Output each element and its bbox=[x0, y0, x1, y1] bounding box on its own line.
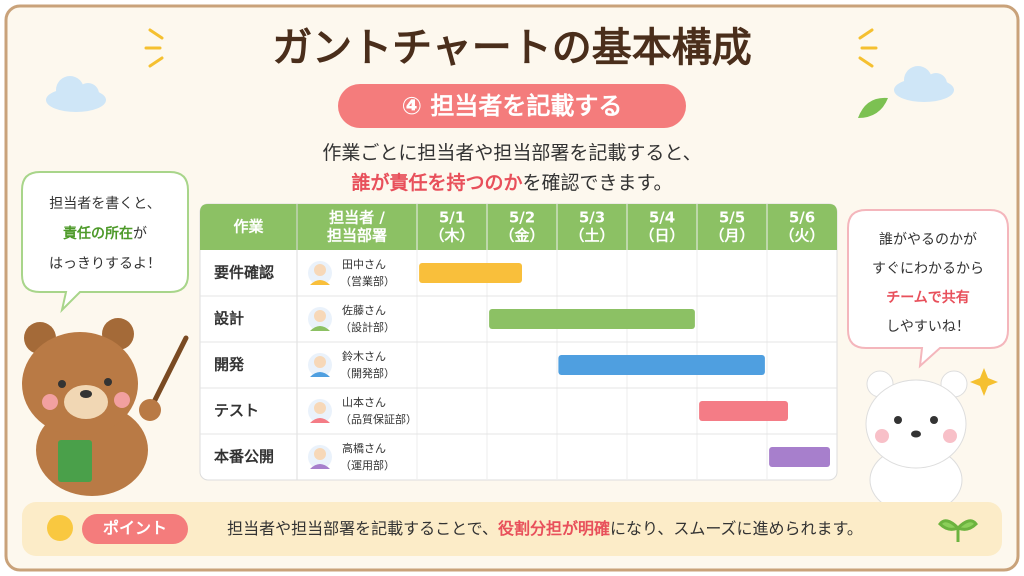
header-label: 5/6 bbox=[789, 209, 815, 227]
text-segment: が bbox=[133, 226, 147, 242]
highlight: 責任の所在 bbox=[63, 225, 133, 242]
text-segment: はっきりするよ！ bbox=[49, 256, 161, 272]
department: （品質保証部） bbox=[340, 412, 417, 426]
icon-body bbox=[310, 280, 330, 285]
highlight: 誰が責任を持つのか bbox=[351, 171, 522, 194]
left-bubble bbox=[21, 171, 189, 314]
subtitle: ④ 担当者を記載する bbox=[402, 92, 623, 120]
clouds bbox=[46, 66, 954, 112]
icon-body bbox=[310, 372, 330, 377]
text-segment: 誰がやるのかが bbox=[879, 232, 977, 248]
icon-body bbox=[310, 418, 330, 423]
bulb-icon bbox=[47, 515, 73, 541]
text-line: はっきりするよ！ bbox=[49, 256, 161, 272]
header-label: （火） bbox=[779, 227, 824, 245]
text-line: 誰が責任を持つのかを確認できます。 bbox=[351, 171, 672, 194]
icon-head bbox=[314, 402, 326, 414]
header-label: 5/4 bbox=[649, 209, 675, 227]
header-label: 5/3 bbox=[579, 209, 605, 227]
leaf-icon bbox=[858, 97, 888, 118]
person-icon bbox=[308, 353, 332, 377]
icon-body bbox=[310, 326, 330, 331]
header-label: 5/1 bbox=[439, 209, 465, 227]
text-line: すぐにわかるから bbox=[872, 261, 984, 277]
point-label: ポイント bbox=[103, 519, 167, 538]
task-name: テスト bbox=[214, 402, 259, 420]
text-segment: 担当者や担当部署を記載することで、 bbox=[227, 519, 498, 538]
text-line: 責任の所在が bbox=[63, 225, 147, 242]
icon-body bbox=[310, 464, 330, 469]
brown-bear bbox=[22, 318, 189, 496]
text-segment: を確認できます。 bbox=[522, 172, 672, 194]
table-header bbox=[200, 204, 837, 250]
highlight: チームで共有 bbox=[886, 289, 970, 306]
text-segment: になり、スムーズに進められます。 bbox=[610, 519, 863, 538]
white-bear bbox=[865, 368, 998, 515]
header-label: （金） bbox=[499, 227, 544, 245]
point-pill bbox=[82, 514, 188, 544]
text-segment: しやすいね！ bbox=[886, 319, 970, 335]
department: （設計部） bbox=[340, 320, 395, 334]
person-icon bbox=[308, 445, 332, 469]
right-bubble bbox=[847, 209, 1009, 369]
sparkle-marks bbox=[144, 28, 878, 68]
highlight: 役割分担が明確 bbox=[498, 519, 610, 538]
icon-head bbox=[314, 264, 326, 276]
gantt-bar bbox=[558, 355, 765, 375]
department: （運用部） bbox=[340, 458, 395, 472]
header-label: （土） bbox=[569, 227, 614, 245]
person-icon bbox=[308, 307, 332, 331]
person-icon bbox=[308, 399, 332, 423]
department: （営業部） bbox=[340, 274, 395, 288]
header-label: 担当部署 bbox=[327, 227, 387, 245]
task-name: 開発 bbox=[214, 356, 245, 374]
header-label: 作業 bbox=[233, 218, 264, 236]
icon-head bbox=[314, 310, 326, 322]
department: （開発部） bbox=[340, 366, 395, 380]
text-segment: すぐにわかるから bbox=[872, 261, 984, 277]
person-name: 高橋さん bbox=[342, 441, 386, 455]
text-line: しやすいね！ bbox=[886, 319, 970, 335]
header-label: （日） bbox=[639, 227, 684, 245]
text-line: 作業ごとに担当者や担当部署を記載すると、 bbox=[322, 142, 701, 164]
text-line: 担当者を書くと、 bbox=[49, 196, 160, 212]
person-name: 田中さん bbox=[342, 258, 386, 271]
person-name: 佐藤さん bbox=[342, 303, 386, 317]
title: ガントチャートの基本構成 bbox=[272, 25, 752, 71]
gantt-bar bbox=[699, 401, 788, 421]
person-icon bbox=[308, 261, 332, 285]
header-label: （木） bbox=[429, 227, 474, 245]
person-name: 鈴木さん bbox=[342, 349, 386, 363]
text-line: チームで共有 bbox=[886, 289, 970, 306]
text-segment: 担当者を書くと、 bbox=[49, 196, 160, 212]
text-segment: 作業ごとに担当者や担当部署を記載すると、 bbox=[322, 142, 701, 164]
text-line: 担当者や担当部署を記載することで、役割分担が明確になり、スムーズに進められます。 bbox=[227, 519, 863, 538]
sprout-icon bbox=[938, 519, 978, 542]
icon-head bbox=[314, 356, 326, 368]
text-line: 誰がやるのかが bbox=[879, 232, 977, 248]
person-name: 山本さん bbox=[342, 395, 386, 409]
gantt-bar bbox=[769, 447, 830, 467]
header-label: （月） bbox=[709, 227, 754, 245]
header-label: 5/2 bbox=[509, 209, 535, 227]
point-bar bbox=[22, 502, 1002, 556]
task-name: 本番公開 bbox=[214, 448, 274, 466]
gantt-bar bbox=[419, 263, 522, 283]
header-label: 5/5 bbox=[719, 209, 745, 227]
task-name: 設計 bbox=[214, 310, 244, 328]
task-name: 要件確認 bbox=[214, 264, 274, 282]
icon-head bbox=[314, 448, 326, 460]
gantt-bar bbox=[489, 309, 695, 329]
subtitle-pill bbox=[338, 84, 686, 128]
header-label: 担当者 / bbox=[329, 209, 385, 227]
